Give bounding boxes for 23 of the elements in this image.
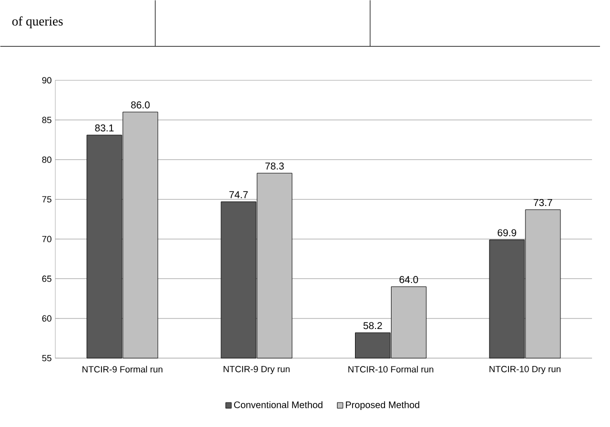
legend-label: Proposed Method bbox=[346, 401, 420, 410]
data-label: 83.1 bbox=[95, 124, 114, 132]
text: of queries bbox=[12, 16, 63, 28]
y-tick-label: 60 bbox=[42, 315, 52, 322]
data-label: 58.2 bbox=[363, 322, 382, 330]
y-tick-label: 55 bbox=[42, 354, 52, 362]
data-label: 69.9 bbox=[498, 229, 516, 236]
data-label: 86.0 bbox=[131, 101, 150, 108]
x-tick-label: NTCIR-10 Dry run bbox=[490, 366, 560, 374]
y-tick-label: 90 bbox=[42, 77, 52, 84]
legend-label: Conventional Method bbox=[234, 401, 322, 408]
data-label: 74.7 bbox=[229, 191, 248, 198]
y-tick-label: 75 bbox=[42, 196, 52, 202]
y-tick-label: 80 bbox=[42, 156, 52, 163]
data-label: 78.3 bbox=[265, 162, 284, 170]
data-label: 64.0 bbox=[400, 276, 418, 284]
x-tick-label: NTCIR-9 Formal run bbox=[82, 366, 162, 372]
y-tick-label: 70 bbox=[42, 236, 52, 242]
y-tick-label: 85 bbox=[42, 116, 52, 124]
x-tick-label: NTCIR-10 Formal run bbox=[348, 366, 434, 372]
data-label: 73.7 bbox=[534, 199, 552, 206]
y-tick-label: 65 bbox=[42, 276, 52, 282]
x-tick-label: NTCIR-9 Dry run bbox=[224, 366, 290, 374]
